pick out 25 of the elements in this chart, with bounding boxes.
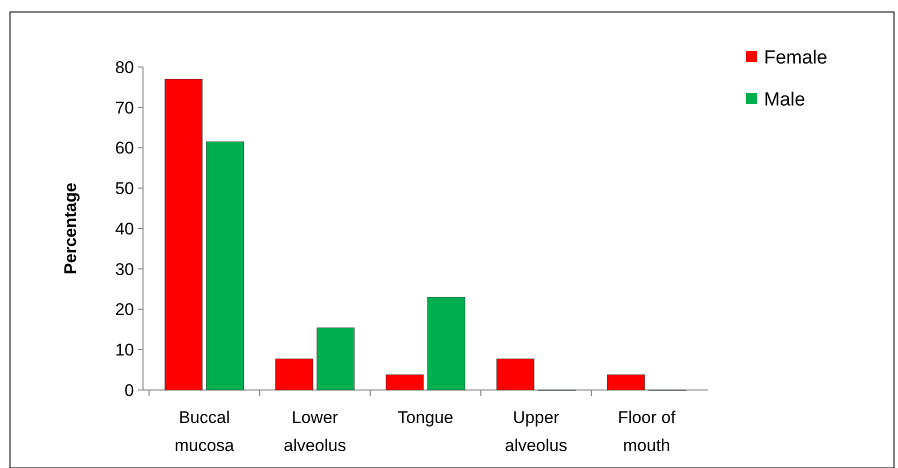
bar: [427, 296, 466, 390]
bar: [164, 78, 203, 390]
y-tick-label: 20: [115, 300, 134, 320]
bar: [386, 374, 424, 390]
y-axis-title: Percentage: [61, 182, 80, 274]
y-tick-label: 0: [124, 380, 134, 400]
y-tick-label: 50: [115, 179, 134, 198]
x-tick-label: Lower alveolus: [284, 408, 346, 455]
x-tick-label: Tongue: [398, 408, 454, 427]
y-tick-label: 10: [115, 340, 134, 360]
bar: [275, 358, 314, 390]
x-tick-label: Buccal mucosa: [174, 408, 235, 455]
y-tick-label: 60: [115, 138, 134, 158]
legend-label: Female: [764, 48, 828, 69]
bar: [206, 141, 244, 390]
bar: [316, 328, 355, 390]
x-tick-label: Floor of mouth: [618, 408, 676, 455]
bar: [496, 358, 534, 390]
y-tick-label: 70: [115, 98, 134, 118]
y-tick-label: 40: [115, 219, 134, 238]
y-tick-label: 30: [115, 260, 134, 279]
y-tick-label: 80: [115, 58, 134, 77]
x-tick-label: Upper alveolus: [504, 408, 568, 455]
legend-label: Male: [764, 90, 806, 111]
bar: [606, 374, 645, 390]
